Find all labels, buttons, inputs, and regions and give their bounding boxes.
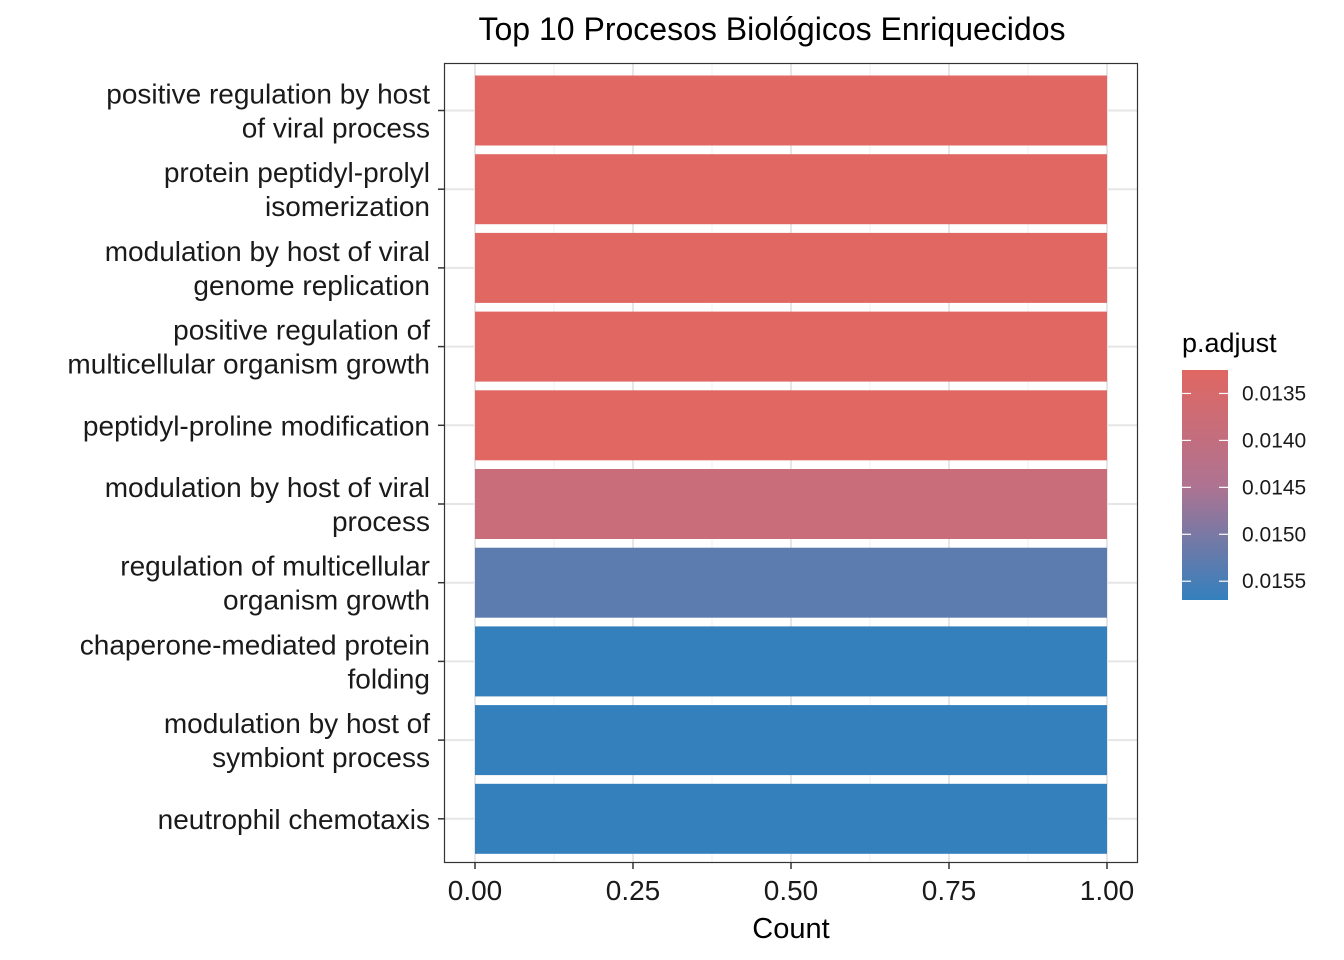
bar bbox=[475, 390, 1107, 461]
y-tick-label: organism growth bbox=[223, 585, 430, 616]
x-tick-label: 0.25 bbox=[606, 875, 661, 906]
chart-title: Top 10 Procesos Biológicos Enriquecidos bbox=[479, 11, 1066, 47]
y-tick-label: folding bbox=[347, 663, 430, 694]
legend-colorbar bbox=[1182, 370, 1228, 600]
y-tick-label: positive regulation by host bbox=[106, 79, 430, 110]
x-tick-label: 0.75 bbox=[922, 875, 977, 906]
bar bbox=[475, 154, 1107, 225]
y-tick-label: positive regulation of bbox=[173, 315, 430, 346]
y-tick-label: regulation of multicellular bbox=[120, 551, 430, 582]
y-tick-label: symbiont process bbox=[212, 742, 430, 773]
y-tick-label: chaperone-mediated protein bbox=[80, 629, 430, 660]
legend: p.adjust 0.0135 0.0140 0.0145 0.0150 0.0155 bbox=[1182, 328, 1306, 600]
y-tick-label: modulation by host of bbox=[164, 708, 430, 739]
x-axis: 0.00 0.25 0.50 0.75 1.00 bbox=[448, 863, 1135, 906]
y-tick-label: neutrophil chemotaxis bbox=[158, 804, 430, 835]
bar bbox=[475, 232, 1107, 303]
legend-tick-label: 0.0135 bbox=[1242, 382, 1306, 405]
bar bbox=[475, 783, 1107, 854]
y-tick-label: peptidyl-proline modification bbox=[83, 410, 430, 441]
y-tick-label: protein peptidyl-prolyl bbox=[164, 157, 430, 188]
y-tick-label: isomerization bbox=[265, 191, 430, 222]
bar bbox=[475, 75, 1107, 146]
y-tick-label: of viral process bbox=[242, 113, 430, 144]
y-tick-label: process bbox=[332, 506, 430, 537]
x-axis-title: Count bbox=[752, 913, 829, 945]
x-tick-label: 0.00 bbox=[448, 875, 503, 906]
legend-tick-label: 0.0155 bbox=[1242, 570, 1306, 593]
panel-border bbox=[443, 62, 1139, 864]
x-tick-label: 0.50 bbox=[764, 875, 819, 906]
y-tick-label: multicellular organism growth bbox=[67, 349, 430, 380]
legend-tick-label: 0.0150 bbox=[1242, 523, 1306, 546]
bar bbox=[475, 705, 1107, 776]
bar bbox=[475, 626, 1107, 697]
y-tick-label: genome replication bbox=[193, 270, 430, 301]
y-tick-label: modulation by host of viral bbox=[105, 472, 430, 503]
bar bbox=[475, 311, 1107, 382]
legend-tick-label: 0.0140 bbox=[1242, 429, 1306, 452]
y-tick-label: modulation by host of viral bbox=[105, 236, 430, 267]
legend-title: p.adjust bbox=[1182, 328, 1277, 358]
x-tick-label: 1.00 bbox=[1080, 875, 1135, 906]
bars bbox=[475, 75, 1107, 854]
bar bbox=[475, 469, 1107, 539]
legend-tick-label: 0.0145 bbox=[1242, 476, 1306, 499]
bar bbox=[475, 547, 1107, 618]
